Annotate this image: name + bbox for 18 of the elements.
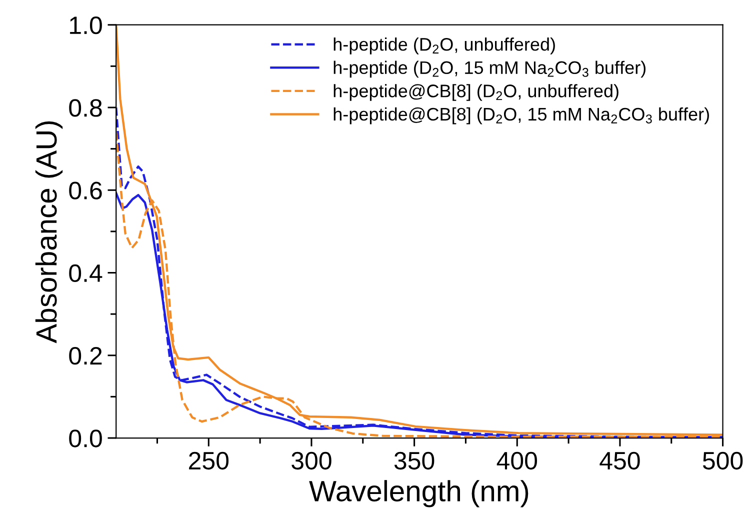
x-tick-label: 400 [496,452,538,470]
legend-label: h-peptide (D$_{2}$O, 15 mM Na$_{2}$CO$_{3}$ buffer) [334,60,646,78]
x-tick-label: 450 [600,452,640,470]
x-tick-label: 300 [292,452,332,470]
x-axis-title: Wavelength (nm) [309,480,528,508]
legend-label: h-peptide@CB[8] (D$_{2}$O, unbuffered) [334,84,618,101]
x-tick-label: 350 [394,452,434,470]
y-axis-title: Absorbance (AU) [35,121,63,344]
legend-label: h-peptide@CB[8] (D$_{2}$O, 15 mM Na$_{2}$CO$_{3}$ buffer) [334,107,709,124]
legend-label: h-peptide (D$_{2}$O, unbuffered) [334,38,555,54]
x-tick-label: 500 [702,452,743,470]
y-tick-label: 0.4 [69,264,102,282]
y-tick-label: 1.0 [70,16,102,34]
y-tick-label: 0.0 [69,430,102,448]
y-tick-label: 0.8 [69,99,102,117]
x-tick-label: 250 [189,452,229,470]
y-tick-label: 0.2 [69,346,102,365]
y-tick-label: 0.6 [69,182,102,200]
